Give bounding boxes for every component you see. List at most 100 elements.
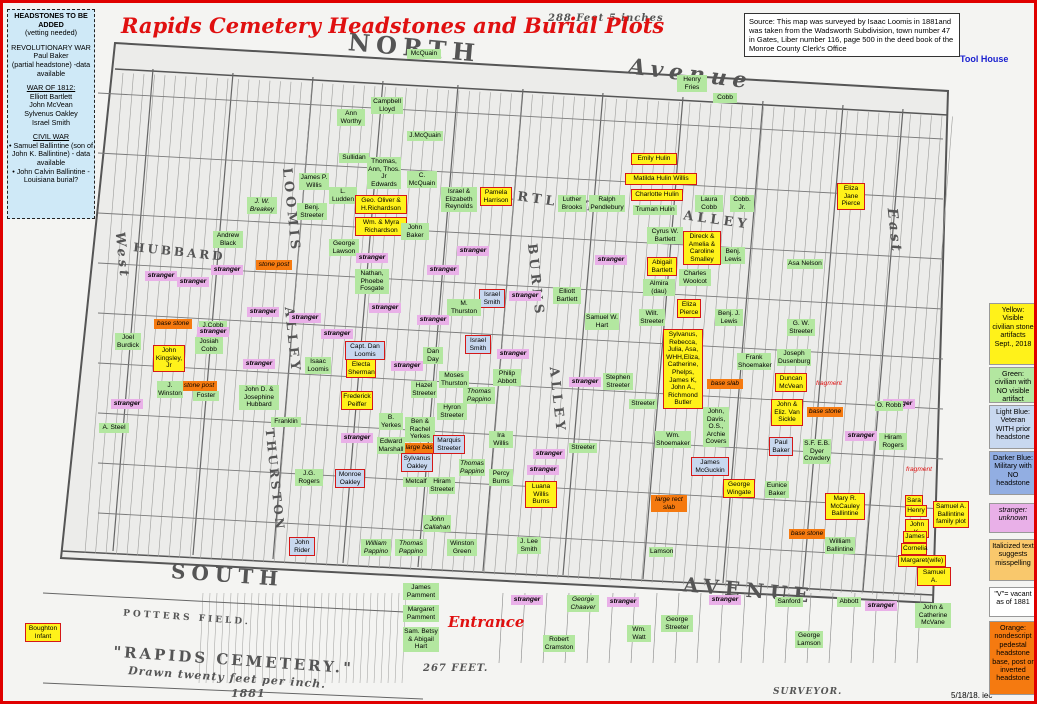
map-line bbox=[198, 592, 204, 684]
stranger-marker: stranger bbox=[845, 431, 877, 441]
burial-label: Charles Woolcot bbox=[679, 269, 711, 287]
burial-label: G. W. Streeter bbox=[787, 319, 815, 337]
burial-label: Marquis Streeter bbox=[433, 435, 465, 455]
burial-label: Thomas Pappino bbox=[463, 387, 495, 405]
map-line bbox=[273, 82, 313, 563]
burial-label: Elliott Bartlett bbox=[553, 287, 581, 305]
burial-label: J.Cobb bbox=[199, 321, 227, 331]
map-line bbox=[373, 592, 379, 684]
map-line bbox=[693, 104, 733, 585]
burial-label: Laura Cobb bbox=[695, 195, 723, 213]
info-civil-item: • Samuel Ballintine (son of John K. Ball… bbox=[8, 140, 94, 167]
burial-label: Eliza Pierce bbox=[677, 299, 701, 319]
map-line bbox=[97, 212, 944, 260]
map-line bbox=[200, 79, 239, 560]
map-year: 1881 bbox=[231, 687, 266, 700]
map-line bbox=[515, 95, 554, 576]
map-line bbox=[378, 88, 418, 569]
map-line bbox=[112, 68, 154, 552]
burial-label: Emily Hulin bbox=[631, 153, 677, 165]
burial-label: Wilt. Streeter bbox=[639, 309, 665, 327]
stranger-marker: stranger bbox=[341, 433, 373, 443]
burial-label: Joel Burdick bbox=[115, 333, 141, 351]
burial-label: Andrew Black bbox=[213, 231, 243, 249]
burial-label: J. W. Breakey bbox=[247, 197, 277, 215]
map-line bbox=[473, 93, 512, 574]
burial-label: John & Eliz. Van Sickle bbox=[771, 399, 803, 426]
stranger-marker: stranger bbox=[533, 449, 565, 459]
map-line bbox=[97, 152, 944, 200]
burial-label: fragment bbox=[905, 466, 933, 473]
map-line bbox=[359, 592, 365, 684]
burial-label: Dan Day bbox=[423, 347, 443, 365]
legend-orange: Orange: nondescript pedestal headstone b… bbox=[989, 621, 1034, 695]
map-line bbox=[498, 592, 504, 664]
map-line bbox=[380, 592, 386, 684]
map-line bbox=[147, 76, 187, 557]
map-line bbox=[861, 113, 901, 594]
map-line bbox=[578, 98, 617, 579]
burial-label: Winston Green bbox=[447, 539, 477, 557]
legend-vacant: "V"= vacant as of 1881 bbox=[989, 587, 1034, 617]
burial-label: Hiram Streeter bbox=[429, 477, 455, 495]
map-line bbox=[452, 92, 491, 573]
map-line bbox=[725, 106, 764, 587]
burial-label: Metcalf bbox=[403, 477, 429, 487]
burial-label: Josiah Cobb bbox=[195, 337, 223, 355]
burial-label: J. Winston bbox=[157, 381, 183, 399]
burial-label: Truman Hulin bbox=[633, 205, 677, 215]
legend-light-blue: Light Blue: Veteran WITH prior headstone bbox=[989, 405, 1034, 449]
burial-label: Monroe Oakley bbox=[335, 469, 365, 489]
burial-label: Asa Nelson bbox=[787, 259, 823, 269]
map-line bbox=[352, 592, 358, 684]
stranger-marker: stranger bbox=[211, 265, 243, 275]
burial-label: B. Yerkes bbox=[379, 413, 403, 431]
burial-label: Capt. Dan Loomis bbox=[345, 341, 385, 361]
map-line bbox=[296, 592, 302, 684]
map-line bbox=[798, 110, 838, 591]
info-w1812-name: Israel Smith bbox=[32, 117, 70, 127]
map-line bbox=[158, 76, 197, 557]
burial-label: Almira (dau) bbox=[643, 279, 675, 297]
map-line bbox=[387, 592, 393, 684]
burial-label: George Lamson bbox=[795, 631, 823, 649]
burial-label: Hiram Rogers bbox=[879, 433, 907, 451]
burial-label: Stephen Streeter bbox=[603, 373, 633, 391]
artifact-marker: base stone bbox=[154, 319, 192, 329]
burial-label: Thomas Pappino bbox=[395, 539, 427, 557]
map-line bbox=[893, 115, 932, 596]
burial-label: S.F. E.B. Dyer Cowdery bbox=[803, 439, 831, 464]
map-line bbox=[399, 89, 439, 570]
legend-green: Green: civilian with NO visible artifact bbox=[989, 367, 1034, 403]
burial-label: George Chaaver bbox=[567, 595, 599, 613]
tool-house-label: Tool House bbox=[960, 54, 1009, 64]
burial-label: George Wingate bbox=[723, 479, 755, 499]
burial-label: Benj. J. Lewis bbox=[715, 309, 743, 327]
map-line bbox=[394, 592, 400, 684]
stranger-marker: stranger bbox=[321, 329, 353, 339]
burial-label: O. Robb bbox=[875, 401, 903, 411]
map-line bbox=[97, 92, 944, 140]
map-line bbox=[767, 108, 806, 589]
map-feet-bottom: 267 FEET. bbox=[423, 663, 489, 674]
map-line bbox=[97, 512, 944, 560]
burial-label: Luther Brooks bbox=[558, 195, 586, 213]
map-line bbox=[226, 592, 232, 684]
headstones-to-be-added-box: HEADSTONES TO BE ADDED (vetting needed) … bbox=[7, 9, 95, 219]
map-line bbox=[282, 592, 288, 684]
map-line bbox=[189, 78, 229, 559]
burial-label: Henry bbox=[905, 505, 927, 517]
map-line bbox=[872, 114, 911, 595]
artifact-marker: base stone bbox=[807, 407, 843, 417]
burial-label: Frank Shoemaker bbox=[737, 353, 772, 371]
legend-dark-blue: Darker Blue: Military with NO headstone bbox=[989, 451, 1034, 495]
burial-label: Cobb. Jr. bbox=[730, 195, 754, 213]
burial-label: Samuel A. Ballintine family plot bbox=[933, 501, 969, 528]
burial-label: Wm. Shoemaker bbox=[655, 431, 691, 449]
map-line bbox=[261, 592, 267, 684]
burial-label: Benj. Lewis bbox=[721, 247, 745, 265]
artifact-marker: large base bbox=[403, 443, 439, 453]
burial-label: Hazel Streeter bbox=[411, 381, 437, 399]
stranger-marker: stranger bbox=[289, 313, 321, 323]
burial-label: Sylvanus, Rebecca, Julia, Asa, WHH,Eliza… bbox=[663, 329, 703, 409]
